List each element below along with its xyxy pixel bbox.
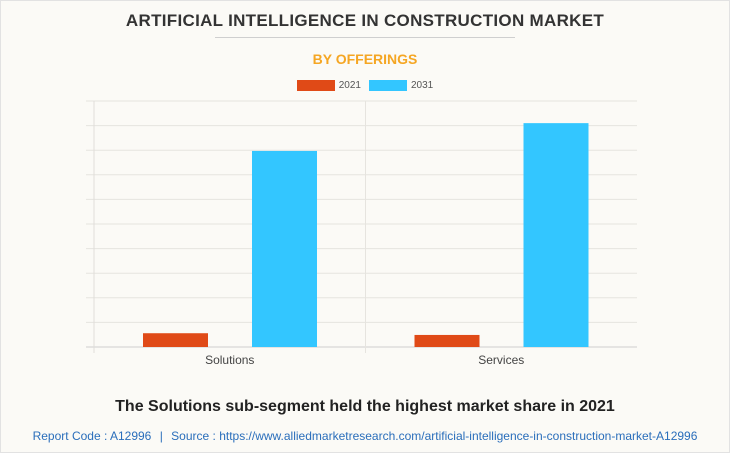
chart-subtitle: BY OFFERINGS [312,51,418,67]
bar-solutions-2031 [252,150,317,347]
bar-solutions-2021 [143,333,208,347]
legend-label-2021: 2021 [338,80,361,91]
legend-item-2031[interactable]: 2031 [369,80,433,91]
bar-services-2021 [414,334,480,347]
source-link[interactable]: Source : https://www.alliedmarketresearc… [171,429,698,443]
footer-separator: | [159,429,163,443]
bar-services-2031 [523,123,589,347]
x-tick-label: Services [478,353,524,367]
report-code: Report Code : A12996 [32,429,152,443]
x-tick-label: Solutions [205,353,254,367]
insight-text: The Solutions sub-segment held the highe… [115,398,615,415]
legend-swatch-2031 [369,80,407,91]
title-divider [215,37,515,38]
chart-title: ARTIFICIAL INTELLIGENCE IN CONSTRUCTION … [125,11,605,30]
footer: Report Code : A12996 | Source : https://… [0,429,730,443]
legend-swatch-2021 [296,80,335,91]
legend-label-2031: 2031 [411,80,434,91]
legend-item-2021[interactable]: 2021 [296,80,361,91]
legend: 2021 2031 [0,80,730,91]
